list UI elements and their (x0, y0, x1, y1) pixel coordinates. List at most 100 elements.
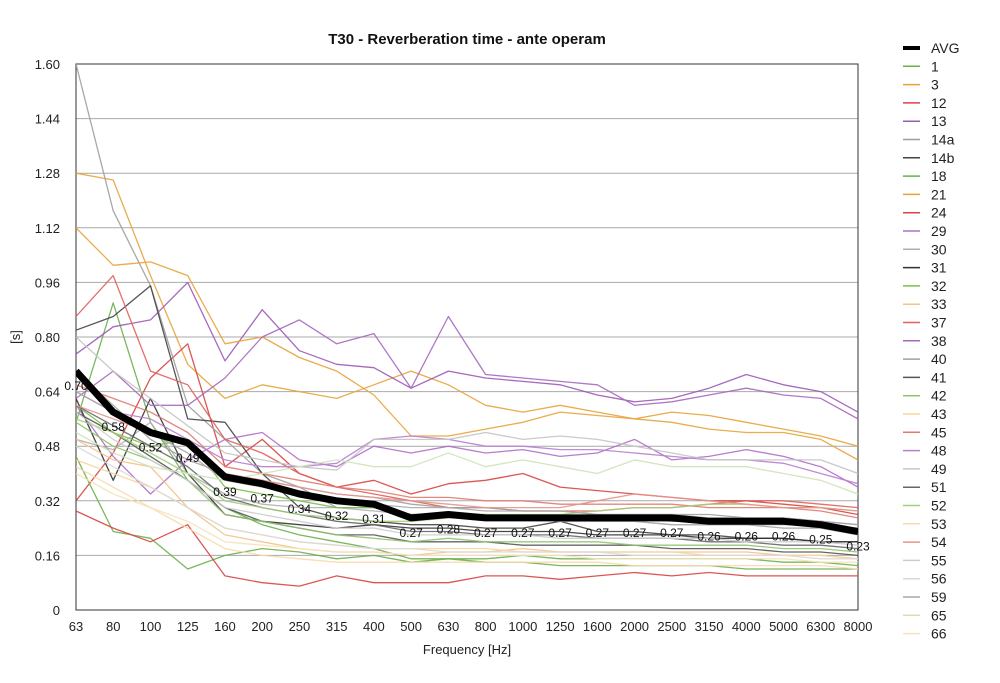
series-line-12 (76, 343, 858, 516)
x-tick-label: 2000 (620, 619, 649, 634)
x-tick-label: 4000 (732, 619, 761, 634)
gridlines (76, 118, 858, 556)
avg-data-label: 0.39 (213, 485, 237, 499)
series-line-38 (76, 315, 858, 420)
x-tick-label: 630 (438, 619, 460, 634)
x-tick-label: 1600 (583, 619, 612, 634)
x-tick-label: 250 (289, 619, 311, 634)
x-tick-label: 200 (251, 619, 273, 634)
avg-data-label: 0.34 (288, 502, 312, 516)
legend-label: 54 (931, 534, 947, 550)
x-tick-label: 1000 (508, 619, 537, 634)
x-tick-label: 5000 (769, 619, 798, 634)
legend-label: 38 (931, 333, 947, 349)
legend-label: 24 (931, 205, 947, 221)
series-line-42 (76, 421, 858, 553)
y-tick-label: 1.12 (35, 221, 60, 236)
legend-label: 32 (931, 278, 947, 294)
y-tick-label: 0.16 (35, 548, 60, 563)
avg-data-label: 0.27 (586, 526, 610, 540)
legend-label: 65 (931, 607, 947, 623)
y-tick-label: 0.96 (35, 275, 60, 290)
avg-data-label: 0.28 (437, 522, 461, 536)
legend-label: 29 (931, 223, 947, 239)
series-line-65 (76, 431, 858, 495)
legend-label: 40 (931, 351, 947, 367)
series-line-55 (76, 411, 858, 546)
legend-label: 52 (931, 498, 947, 514)
x-tick-label: 63 (69, 619, 83, 634)
y-axis-ticks: 1.60 1.44 1.28 1.12 0.96 0.80 0.64 0.48 0.32 0.16… (35, 57, 60, 618)
legend-label: 53 (931, 516, 947, 532)
x-tick-label: 1250 (546, 619, 575, 634)
y-tick-label: 0 (53, 603, 60, 618)
legend-label: 59 (931, 589, 947, 605)
legend-label: 45 (931, 424, 947, 440)
y-tick-label: 1.60 (35, 57, 60, 72)
y-axis-title: [s] (8, 330, 23, 344)
legend-label: 33 (931, 296, 947, 312)
x-tick-label: 125 (177, 619, 199, 634)
avg-data-label: 0.27 (660, 526, 684, 540)
legend-label: 21 (931, 186, 947, 202)
legend-label: 18 (931, 168, 947, 184)
series-lines (76, 64, 858, 587)
x-tick-label: 500 (400, 619, 422, 634)
legend-label: AVG (931, 40, 960, 56)
avg-data-label: 0.27 (474, 526, 498, 540)
legend-label: 42 (931, 388, 947, 404)
avg-data-label: 0.23 (846, 540, 870, 554)
legend-label: 31 (931, 260, 947, 276)
x-tick-label: 8000 (844, 619, 873, 634)
series-line-49 (76, 336, 858, 475)
legend-label: 43 (931, 406, 947, 422)
series-line-37 (76, 274, 858, 512)
legend-label: 41 (931, 369, 947, 385)
series-line-14b (76, 285, 858, 543)
avg-data-label: 0.37 (251, 492, 275, 506)
avg-data-label: 0.26 (697, 529, 721, 543)
x-axis-title: Frequency [Hz] (423, 642, 511, 657)
legend: AVG13121314a14b1821242930313233373840414… (903, 40, 960, 642)
legend-label: 12 (931, 95, 947, 111)
x-tick-label: 100 (140, 619, 162, 634)
x-tick-label: 400 (363, 619, 385, 634)
avg-data-label: 0.27 (548, 526, 572, 540)
legend-label: 48 (931, 443, 947, 459)
series-line-53 (76, 466, 858, 570)
series-line-32 (76, 404, 858, 533)
series-line-51 (76, 404, 858, 550)
avg-data-label: 0.31 (362, 512, 386, 526)
legend-label: 66 (931, 626, 947, 642)
x-tick-label: 6300 (806, 619, 835, 634)
avg-data-label: 0.27 (511, 526, 535, 540)
y-tick-label: 0.64 (35, 385, 60, 400)
y-tick-label: 1.44 (35, 112, 60, 127)
y-tick-label: 0.48 (35, 439, 60, 454)
chart-title: T30 - Reverberation time - ante operam (328, 31, 606, 48)
legend-label: 49 (931, 461, 947, 477)
x-tick-label: 3150 (695, 619, 724, 634)
series-line-21 (76, 227, 858, 461)
avg-data-label: 0.58 (102, 420, 126, 434)
legend-label: 1 (931, 58, 939, 74)
legend-label: 51 (931, 479, 947, 495)
legend-label: 13 (931, 113, 947, 129)
x-tick-label: 160 (214, 619, 236, 634)
avg-data-label: 0.52 (139, 441, 163, 455)
avg-data-label: 0.26 (772, 529, 796, 543)
x-axis-ticks: 63 80 100 125 160 200 250 315 400 500 630 800 1000 12… (69, 619, 873, 634)
x-tick-label: 315 (326, 619, 348, 634)
avg-data-label: 0.70 (64, 379, 88, 393)
y-tick-label: 0.80 (35, 330, 60, 345)
y-tick-label: 0.32 (35, 494, 60, 509)
avg-data-label: 0.27 (399, 526, 423, 540)
legend-label: 55 (931, 552, 947, 568)
series-line-56 (76, 445, 858, 560)
x-tick-label: 80 (106, 619, 120, 634)
series-line-24 (76, 510, 858, 587)
legend-label: 14a (931, 132, 955, 148)
legend-label: 3 (931, 77, 939, 93)
legend-label: 14b (931, 150, 955, 166)
